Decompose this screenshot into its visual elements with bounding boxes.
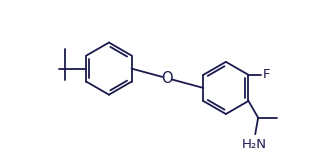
Text: O: O: [162, 71, 173, 86]
Text: F: F: [263, 68, 271, 81]
Text: H₂N: H₂N: [242, 138, 267, 151]
